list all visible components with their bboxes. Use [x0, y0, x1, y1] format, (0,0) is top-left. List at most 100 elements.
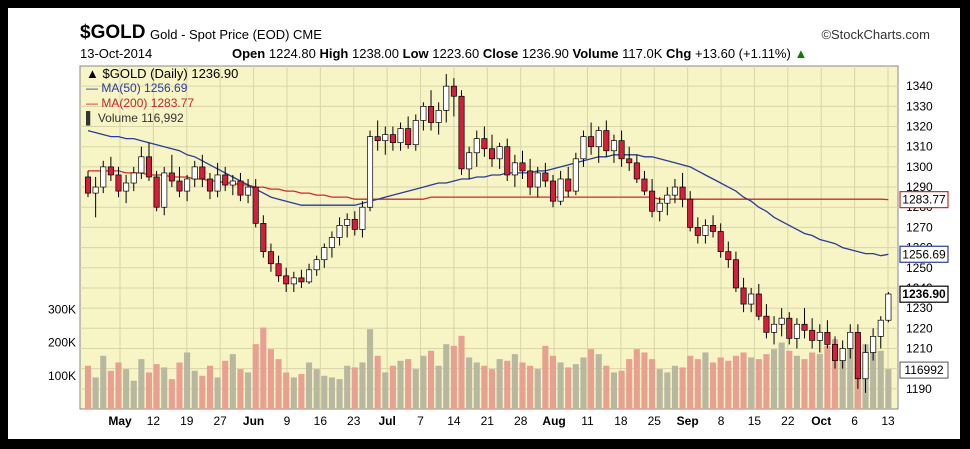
y-tick-label: 1210 — [906, 341, 933, 355]
candle-body — [458, 95, 465, 170]
x-tick-label: 16 — [314, 414, 328, 428]
volume-bar — [824, 345, 831, 409]
candle-body — [649, 190, 656, 212]
volume-bar — [870, 342, 877, 409]
candle-body — [527, 170, 534, 188]
volume-bar — [351, 367, 358, 409]
price-chart[interactable]: 1190120012101220123012401250126012701280… — [20, 16, 950, 436]
volume-bar — [511, 354, 518, 409]
candle-body — [496, 146, 503, 160]
volume-bar — [748, 357, 755, 409]
y-tick-label: 1300 — [906, 160, 933, 174]
candle-body — [290, 277, 297, 285]
x-tick-label: 14 — [447, 414, 461, 428]
candle-body — [153, 176, 160, 208]
volume-bar — [458, 335, 465, 409]
volume-bar — [610, 372, 618, 409]
volume-value-box — [899, 361, 949, 379]
x-tick-label: 9 — [284, 414, 291, 428]
volume-bar — [710, 362, 717, 409]
volume-bar — [427, 350, 435, 409]
volume-bar — [618, 370, 625, 409]
y-tick-label: 1330 — [906, 99, 933, 113]
volume-bar — [466, 357, 473, 409]
candle-body — [694, 227, 701, 236]
y-tick-label: 1230 — [906, 301, 933, 315]
volume-bar — [481, 365, 488, 409]
ticker-description: Gold - Spot Price (EOD) CME — [150, 27, 322, 42]
volume-bar — [92, 377, 99, 409]
volume-bar — [214, 377, 221, 409]
x-tick-label: 8 — [718, 414, 725, 428]
candle-body — [222, 174, 229, 186]
candle-body — [412, 120, 419, 146]
volume-bar — [603, 365, 610, 409]
x-tick-label: Jun — [243, 414, 264, 428]
ma50-value-label: 1256.69 — [902, 247, 946, 261]
candle-body — [115, 174, 122, 192]
volume-bar — [740, 352, 747, 409]
candle-body — [519, 162, 526, 172]
candle-body — [260, 223, 267, 252]
candle-body — [610, 140, 617, 152]
candle-body — [443, 85, 450, 111]
candle-body — [755, 293, 762, 317]
candle-body — [84, 176, 92, 194]
legend-ma200-text: MA(200) 1283.77 — [101, 96, 195, 110]
candle-body — [732, 259, 739, 289]
candle-body — [862, 352, 869, 380]
brand-watermark[interactable]: ©StockCharts.com — [821, 27, 930, 42]
candle-body — [572, 158, 579, 192]
close-label: Close — [482, 46, 519, 61]
volume-bar — [816, 354, 823, 409]
volume-bar — [245, 372, 252, 409]
volume-bar — [801, 359, 808, 409]
candle-body — [191, 166, 198, 180]
candle-body — [283, 275, 290, 285]
candle-body — [854, 331, 861, 380]
candle-body — [771, 323, 778, 333]
x-tick-label: 25 — [648, 414, 662, 428]
candle-body — [214, 174, 221, 192]
candle-body — [267, 251, 274, 265]
ticker-symbol: $GOLD — [80, 22, 146, 43]
ma50-line — [87, 129, 889, 257]
candle-body — [664, 194, 671, 204]
candle-body — [275, 263, 282, 277]
volume-bar — [443, 344, 450, 409]
candle-body — [885, 293, 892, 321]
volume-bar — [450, 345, 457, 409]
volume-bar — [725, 360, 732, 409]
candle-body — [877, 319, 884, 337]
close-value-box — [899, 285, 949, 303]
candle-body — [717, 231, 724, 252]
candle-body — [542, 172, 549, 182]
volume-bar — [831, 339, 839, 409]
candle-body — [420, 106, 427, 121]
x-tick-label: 12 — [147, 414, 161, 428]
legend-ma50-text: MA(50) 1256.69 — [101, 81, 188, 95]
candle-body — [710, 225, 717, 232]
candle-body — [618, 140, 625, 160]
volume-tick-label: 100K — [48, 369, 76, 383]
candle-body — [656, 202, 663, 212]
candle-body — [557, 178, 564, 202]
volume-bar — [107, 370, 114, 409]
close-value: 1236.90 — [521, 46, 569, 61]
x-tick-label: 23 — [347, 414, 361, 428]
volume-bar — [252, 344, 259, 409]
candle-body — [488, 148, 496, 160]
volume-bar — [199, 375, 206, 409]
volume-bar — [382, 372, 389, 409]
volume-bar — [275, 359, 282, 409]
volume-bar — [435, 365, 442, 409]
x-tick-label: 6 — [851, 414, 858, 428]
candle-body — [321, 247, 328, 261]
y-tick-label: 1310 — [906, 140, 933, 154]
x-tick-label: 22 — [781, 414, 795, 428]
candle-body — [100, 166, 107, 188]
volume-bar — [206, 365, 214, 409]
candle-body — [565, 178, 572, 192]
volume-bar — [138, 359, 145, 409]
legend-volume: ▌ Volume 116,992 — [86, 111, 184, 125]
